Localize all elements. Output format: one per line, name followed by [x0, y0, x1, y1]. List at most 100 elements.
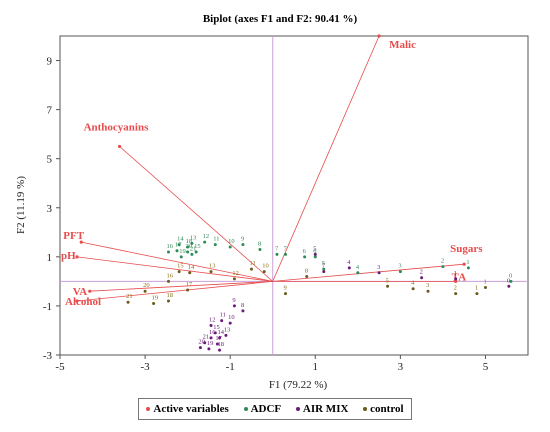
y-tick-label: 7 [47, 105, 53, 117]
data-point-label: 2 [420, 269, 423, 276]
data-point [454, 292, 458, 296]
data-point [258, 247, 262, 251]
data-point [215, 342, 219, 346]
vector-label: TA [452, 271, 467, 283]
data-point-label: 19 [179, 248, 186, 255]
data-point-label: 2 [454, 285, 457, 292]
data-point [347, 266, 351, 270]
data-point-label: 17 [186, 281, 193, 288]
data-point [275, 252, 279, 256]
vector-line [119, 146, 273, 282]
vector-point [75, 255, 79, 259]
data-point [398, 270, 402, 274]
data-point-label: 13 [190, 234, 197, 241]
data-point [283, 292, 287, 296]
vector-point [88, 289, 92, 293]
x-tick-label: -3 [141, 361, 151, 373]
legend-label: Active variables [153, 403, 229, 415]
data-point [213, 331, 217, 335]
data-point-label: 4 [356, 264, 360, 271]
vector-label: PFT [63, 230, 84, 242]
data-point [194, 250, 198, 254]
vector-point [75, 299, 79, 303]
data-point [188, 271, 192, 275]
data-point [186, 245, 190, 249]
data-point-label: 8 [241, 302, 244, 309]
data-point-label: 9 [241, 236, 244, 243]
data-point [177, 243, 181, 247]
data-point [166, 279, 170, 283]
vector-line [272, 35, 380, 282]
data-point-label: 12 [232, 270, 239, 277]
data-point [209, 336, 213, 340]
data-point-label: 1 [483, 279, 486, 286]
x-tick-label: 3 [398, 361, 404, 373]
vector-label: Sugars [450, 243, 483, 255]
data-point [126, 300, 130, 304]
data-point [218, 348, 222, 352]
data-point [166, 250, 170, 254]
data-point-label: 6 [313, 248, 317, 255]
legend-marker [243, 407, 248, 411]
data-point [454, 277, 458, 281]
chart-legend: Active variables ADCF AIR MIX control [138, 398, 412, 420]
y-tick-label: -3 [43, 350, 53, 362]
data-point-label: 18 [218, 341, 225, 348]
data-point [166, 299, 170, 303]
chart-title: Biplot (axes F1 and F2: 90.41 %) [203, 13, 358, 25]
legend-marker [146, 407, 151, 411]
data-point-label: 11 [220, 312, 226, 319]
data-point-label: 3 [377, 264, 380, 271]
data-point-label: 1 [466, 259, 469, 266]
data-point-label: 7 [283, 245, 287, 252]
data-point [186, 288, 190, 292]
data-point-label: 7 [322, 263, 326, 270]
data-point-label: 21 [126, 293, 133, 300]
data-point [249, 267, 253, 271]
data-point [220, 319, 224, 323]
data-point [441, 265, 445, 269]
data-point [377, 271, 381, 275]
data-point [177, 270, 181, 274]
data-point-label: 4 [347, 259, 351, 266]
data-point [186, 250, 190, 254]
data-point-label: 10 [228, 314, 235, 321]
data-point [190, 252, 194, 256]
legend-marker [363, 407, 368, 411]
data-point [175, 249, 179, 253]
data-point [209, 324, 213, 328]
data-point [411, 287, 415, 291]
data-point [203, 240, 207, 244]
data-point-label: 14 [177, 236, 184, 243]
data-point [322, 270, 326, 274]
legend-label: AIR MIX [302, 403, 349, 415]
data-point-label: 21 [203, 334, 210, 341]
data-point [207, 347, 211, 351]
x-tick-label: -5 [55, 361, 65, 373]
vector-line [76, 280, 273, 302]
data-point [475, 292, 479, 296]
observation-points: 1614171920211518131211109877665432105473… [126, 233, 513, 352]
data-point-label: 16 [166, 272, 173, 279]
data-point [509, 279, 513, 283]
data-point [322, 267, 326, 271]
data-point [466, 266, 470, 270]
vector-line [89, 280, 273, 292]
data-point-label: 13 [224, 326, 231, 333]
data-point [262, 270, 266, 274]
x-axis-label: F1 (79.22 %) [269, 379, 328, 391]
data-point [143, 289, 147, 293]
vector-point [117, 144, 122, 149]
data-point-label: 3 [426, 282, 429, 289]
data-point [232, 277, 236, 281]
data-point [179, 255, 183, 259]
vector-point [377, 34, 381, 38]
data-point-label: 15 [177, 263, 184, 270]
x-tick-label: 5 [483, 361, 489, 373]
data-point-label: 1 [475, 285, 478, 292]
legend-marker [295, 407, 300, 411]
data-point [203, 341, 207, 345]
data-point-label: 17 [215, 335, 222, 342]
y-tick-label: 5 [47, 154, 53, 166]
